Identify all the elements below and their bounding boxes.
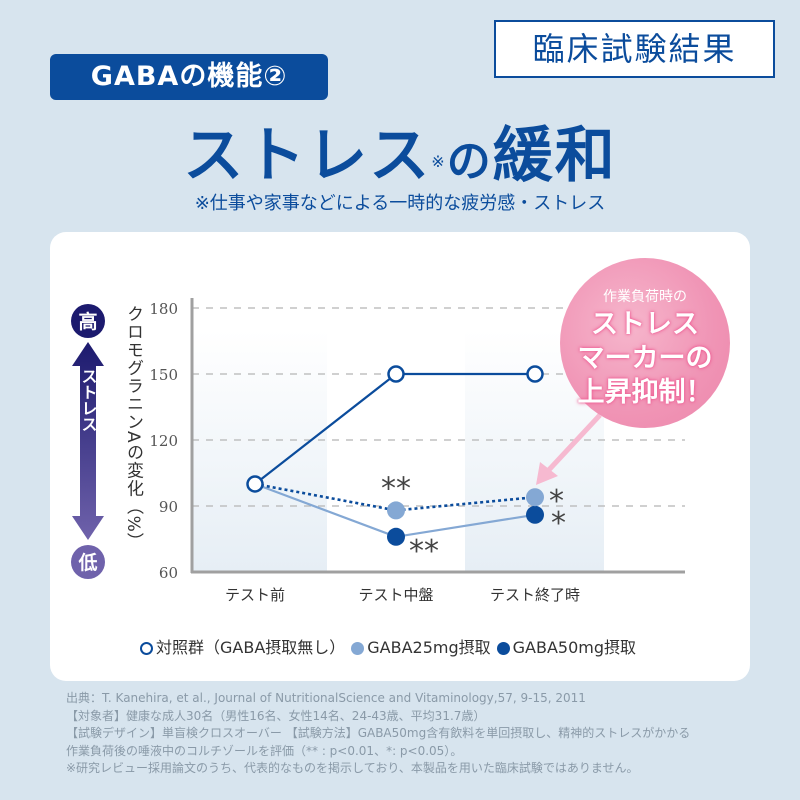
series-points	[246, 365, 544, 546]
clinical-result-label: 臨床試験結果	[494, 20, 775, 78]
filled-circle-icon	[496, 641, 510, 655]
data-point	[387, 501, 405, 520]
footnote-disclaimer: ※研究レビュー採用論文のうち、代表的なものを掲示しており、本製品を用いた臨床試験…	[66, 761, 639, 775]
axes	[190, 298, 685, 574]
y-tick-label: 120	[149, 432, 178, 450]
data-point	[387, 365, 405, 383]
column-band	[192, 330, 327, 572]
high-circle	[71, 304, 105, 338]
callout-pointer	[536, 413, 602, 485]
data-point	[526, 365, 544, 383]
filled-circle-icon	[351, 641, 365, 655]
y-tick-labels: 60 90 120 150 180	[149, 300, 178, 582]
significance-marks: ******	[381, 471, 566, 568]
significance-mark: **	[381, 471, 411, 506]
significance-mark: *	[549, 484, 564, 519]
significance-mark: *	[551, 506, 566, 541]
y-tick-label: 90	[159, 498, 178, 516]
gaba-function-badge: GABAの機能②	[50, 54, 328, 100]
headline-note-mark: ※	[431, 152, 447, 171]
callout-line-2: マーカーの	[577, 343, 713, 374]
significance-mark: **	[409, 534, 439, 569]
x-tick-label: テスト前	[225, 586, 285, 604]
data-point	[246, 475, 264, 493]
y-tick-label: 60	[159, 564, 178, 582]
footnote-subjects: 【対象者】健康な成人30名（男性16名、女性14名、24-43歳、平均31.7歳…	[66, 708, 486, 723]
legend-label: GABA50mg摂取	[512, 638, 637, 657]
chart-legend: 対照群（GABA摂取無し） GABA25mg摂取 GABA50mg摂取	[140, 636, 680, 660]
legend-label: GABA25mg摂取	[367, 638, 491, 657]
headline-footnote: ※仕事や家事などによる一時的な疲労感・ストレス	[194, 193, 606, 214]
pointer-arrowhead-icon	[536, 462, 558, 485]
data-point	[526, 505, 544, 524]
y-tick-label: 180	[149, 300, 178, 318]
headline-end: 緩和	[492, 121, 617, 191]
stress-scale-arrow: 高 低 ストレス	[71, 304, 105, 579]
footnote-source: 出典：T. Kanehira, et al., Journal of Nutri…	[66, 691, 586, 705]
headline-particle: の	[446, 136, 493, 187]
low-circle	[71, 545, 105, 579]
y-axis-label: クロモグラニンAの変化（%）	[123, 305, 143, 551]
callout-line-3: 上昇抑制！	[577, 377, 713, 408]
callout-small-line: 作業負荷時の	[603, 289, 687, 305]
data-point	[526, 488, 544, 507]
callout-line-1: ストレス	[591, 309, 699, 340]
double-arrow-icon	[72, 342, 104, 540]
callout-bubble: 作業負荷時の ストレス マーカーの 上昇抑制！	[560, 258, 730, 428]
legend-label: 対照群（GABA摂取無し）	[156, 638, 346, 657]
stress-scale-label: ストレス	[79, 368, 98, 432]
series-line	[254, 482, 536, 512]
footnote-method: 作業負荷後の唾液中のコルチゾールを評価（** : p<0.01、*: p<0.0…	[66, 743, 463, 758]
open-circle-icon	[140, 641, 153, 655]
footnotes: 出典：T. Kanehira, et al., Journal of Nutri…	[66, 690, 766, 778]
data-point	[387, 527, 405, 546]
y-tick-label: 150	[149, 366, 178, 384]
x-tick-labels: テスト前 テスト中盤 テスト終了時	[225, 586, 580, 604]
stress-high-label: 高	[78, 310, 97, 333]
x-tick-label: テスト中盤	[358, 586, 433, 604]
legend-item-control: 対照群（GABA摂取無し）	[140, 636, 345, 660]
page-title: ストレス※の緩和	[0, 120, 800, 198]
stress-low-label: 低	[77, 551, 97, 574]
legend-item-25mg: GABA25mg摂取	[351, 636, 491, 660]
legend-item-50mg: GABA50mg摂取	[496, 636, 637, 660]
headline-main: ストレス	[183, 121, 432, 191]
pointer-line	[544, 413, 602, 475]
x-tick-label: テスト終了時	[490, 586, 580, 604]
footnote-design: 【試験デザイン】単盲検クロスオーバー 【試験方法】GABA50mg含有飲料を単回…	[66, 726, 691, 740]
